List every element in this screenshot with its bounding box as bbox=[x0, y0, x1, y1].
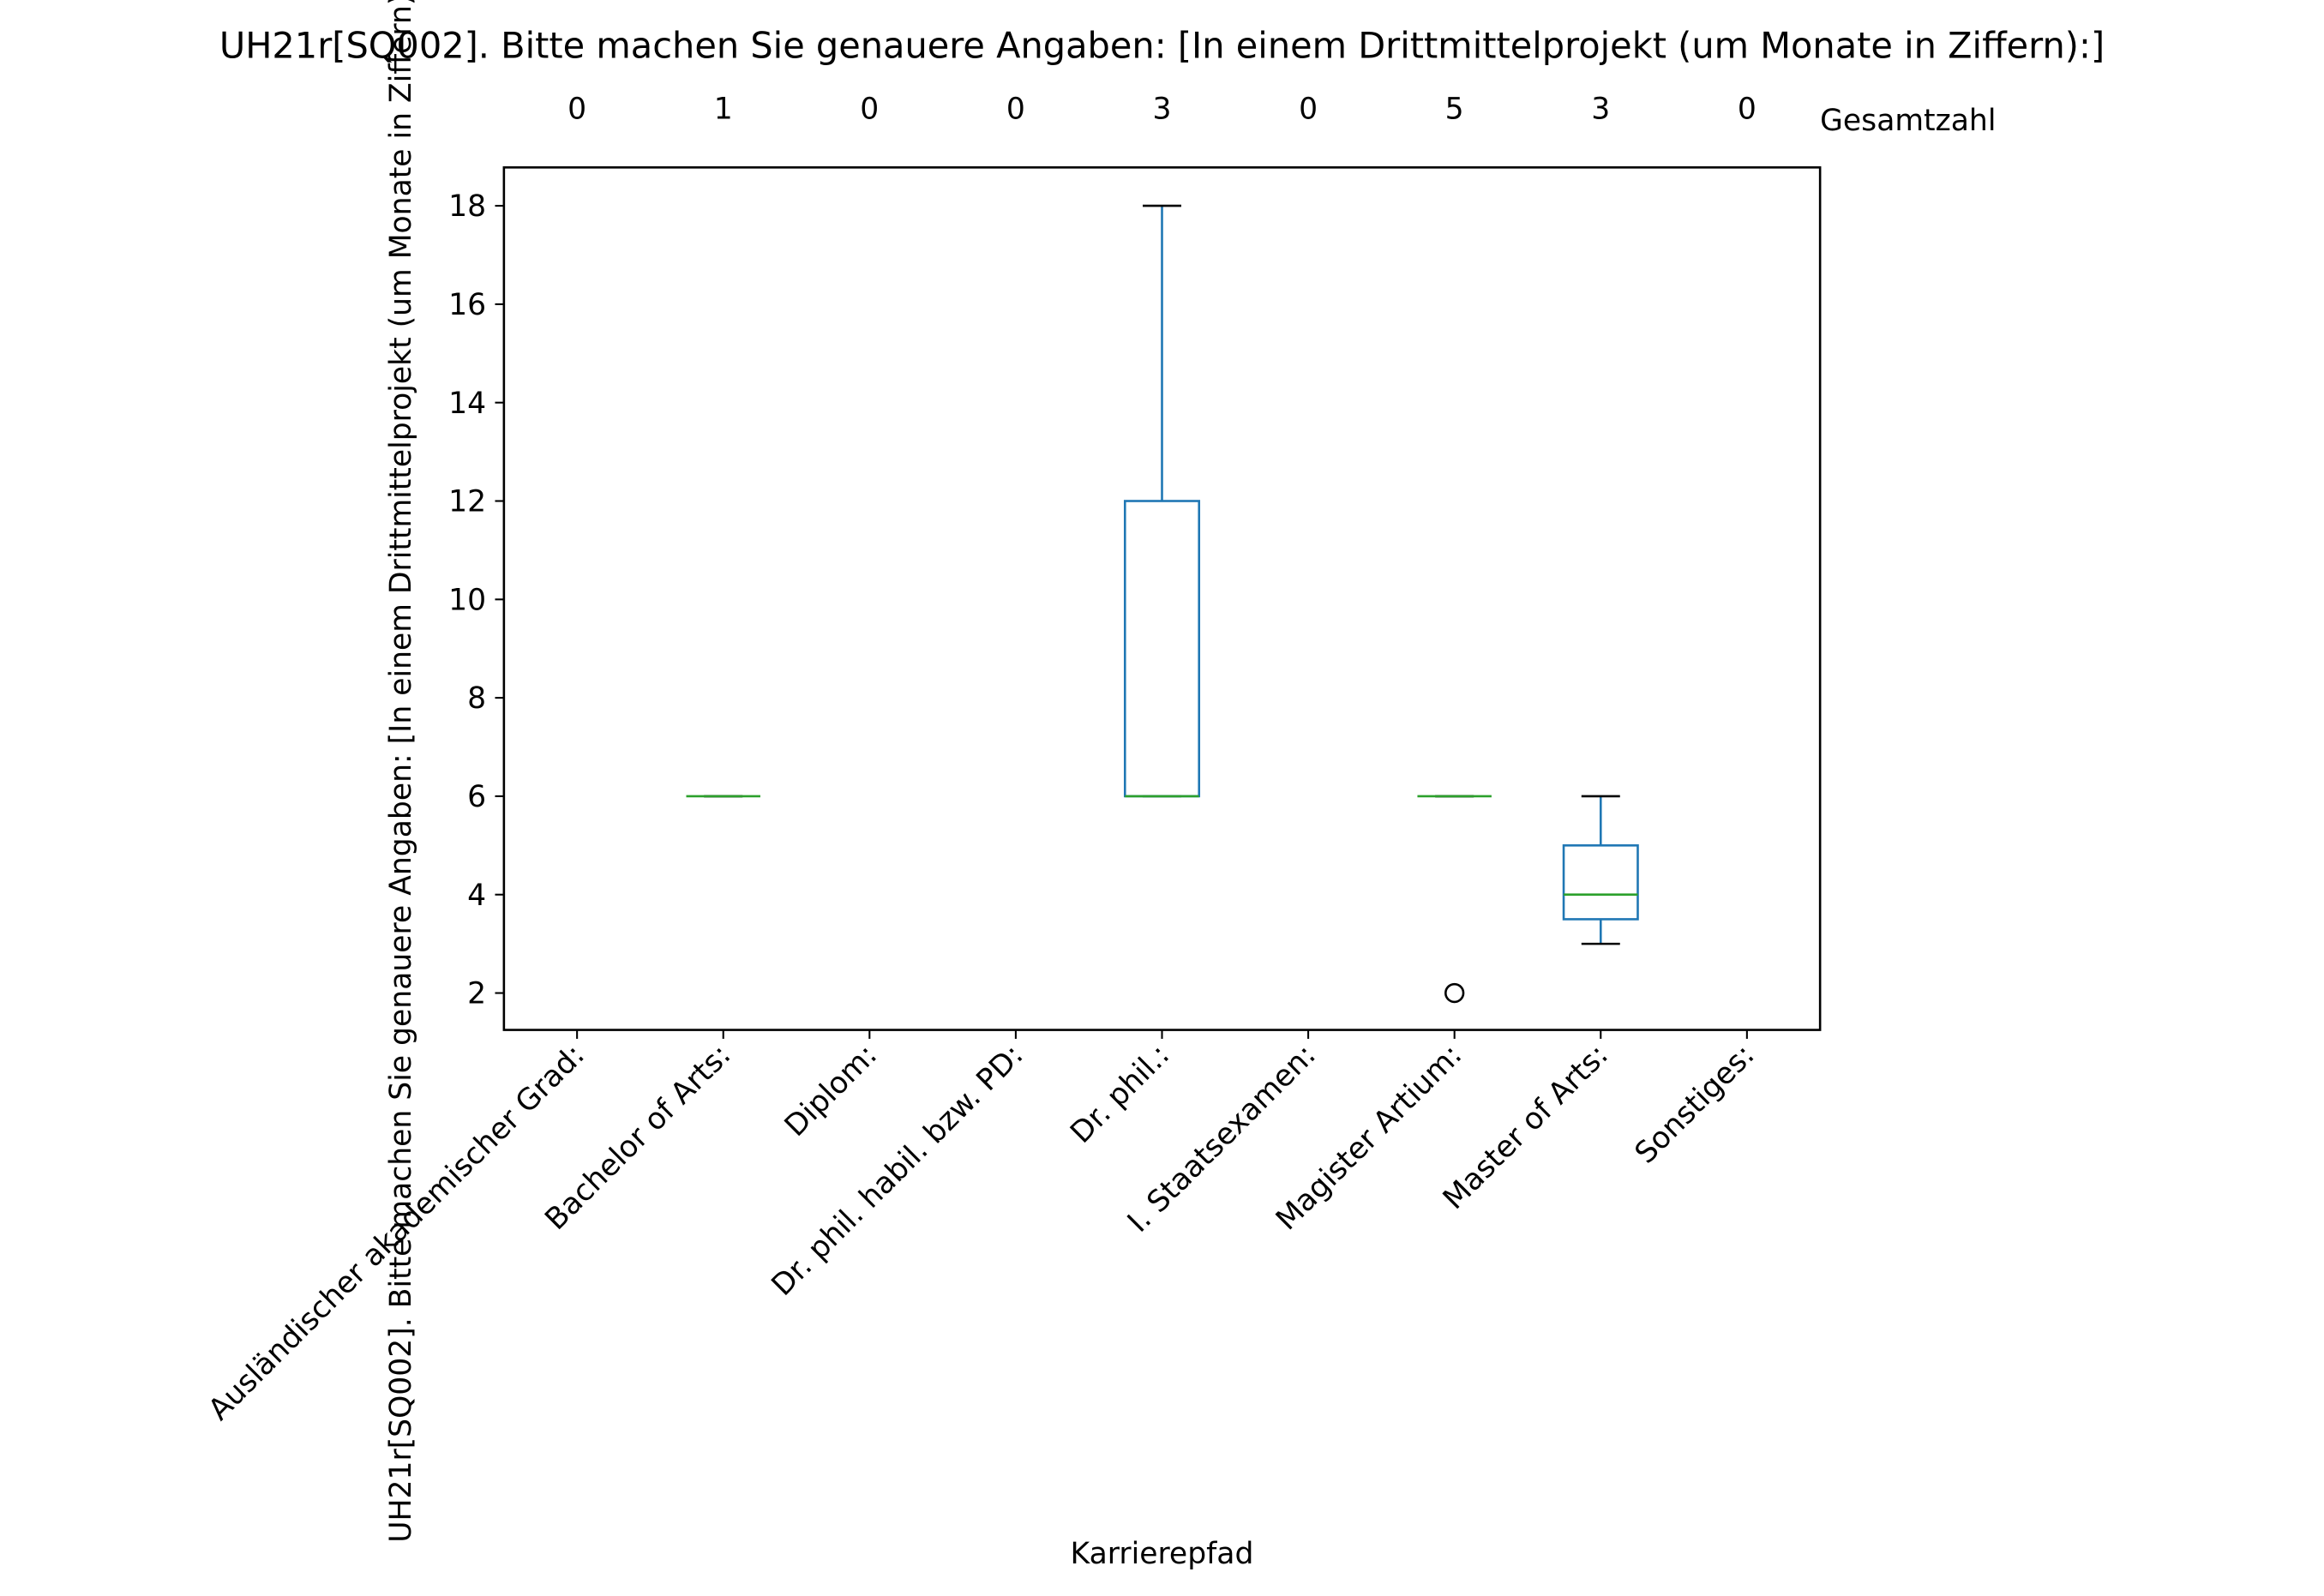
y-tick-label: 10 bbox=[448, 583, 486, 617]
count: 0 bbox=[860, 92, 879, 126]
count: 0 bbox=[567, 92, 586, 126]
y-tick-label: 8 bbox=[467, 681, 486, 716]
flier bbox=[1444, 982, 1465, 1004]
y-tick-label: 12 bbox=[448, 485, 486, 519]
count: 5 bbox=[1445, 92, 1464, 126]
x-axis-label: Karrierepfad bbox=[1071, 1537, 1254, 1571]
box bbox=[1562, 844, 1639, 921]
y-tick-label: 6 bbox=[467, 780, 486, 814]
y-axis-label: UH21r[SQ002]. Bitte machen Sie genauere … bbox=[384, 0, 418, 1543]
y-tick-label: 18 bbox=[448, 189, 486, 224]
y-tick-label: 14 bbox=[448, 387, 486, 421]
y-tick-label: 16 bbox=[448, 288, 486, 322]
y-tick-label: 4 bbox=[467, 879, 486, 913]
count: 0 bbox=[1299, 92, 1318, 126]
count: 3 bbox=[1153, 92, 1172, 126]
count: 1 bbox=[714, 92, 733, 126]
chart-title: UH21r[SQ002]. Bitte machen Sie genauere … bbox=[219, 24, 2105, 66]
count-label: Gesamtzahl bbox=[1820, 104, 1996, 138]
y-tick-label: 2 bbox=[467, 977, 486, 1011]
count: 0 bbox=[1738, 92, 1757, 126]
count: 0 bbox=[1006, 92, 1025, 126]
count: 3 bbox=[1591, 92, 1610, 126]
